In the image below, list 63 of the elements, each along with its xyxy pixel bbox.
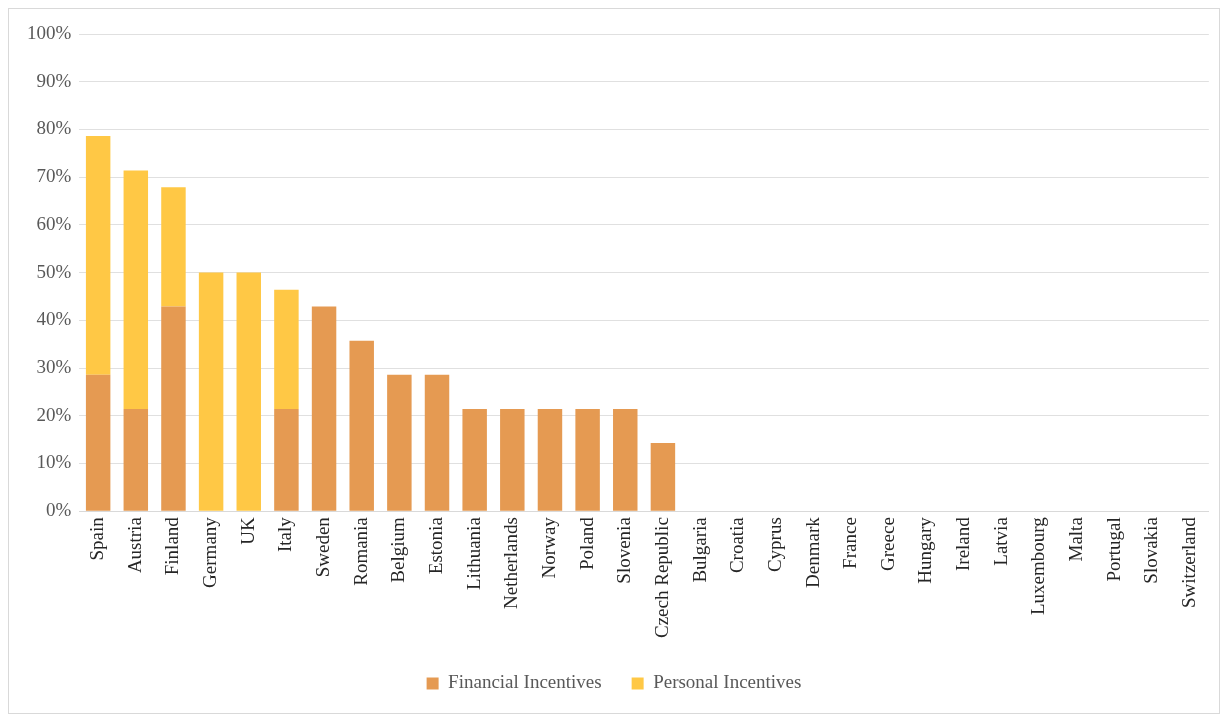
x-tick-label: Netherlands [500, 517, 522, 609]
y-tick-label: 60% [36, 212, 72, 234]
x-tick-label: Romania [349, 516, 371, 586]
x-tick-label: Cyprus [763, 517, 785, 573]
y-tick-label: 70% [36, 165, 72, 187]
x-tick-label: Denmark [801, 516, 823, 588]
x-tick-label: Greece [876, 517, 898, 571]
bar [575, 409, 600, 511]
legend-label: Personal Incentives [653, 671, 802, 693]
bar [236, 272, 261, 511]
x-tick-label: Germany [199, 516, 221, 588]
bar [123, 170, 149, 410]
bar [85, 136, 111, 375]
x-tick-label: Estonia [425, 516, 446, 575]
bar [85, 374, 111, 511]
x-tick-label: Czech Republic [650, 517, 672, 639]
x-tick-label: Croatia [726, 516, 748, 574]
bar [123, 409, 149, 511]
x-tick-label: Malta [1065, 516, 1087, 562]
legend-label: Financial Incentives [448, 671, 602, 693]
bar [462, 409, 487, 511]
bar [500, 409, 525, 511]
x-tick-label: Austria [123, 516, 145, 574]
bar [349, 340, 374, 511]
bar [613, 409, 638, 511]
bar [161, 306, 186, 511]
x-tick-label: Ireland [952, 516, 974, 571]
bar [650, 442, 676, 511]
y-tick-label: 0% [46, 499, 72, 521]
x-tick-label: Lithuania [462, 516, 484, 590]
bar [274, 289, 299, 410]
x-tick-label: Poland [575, 516, 597, 570]
y-tick-label: 20% [36, 403, 72, 425]
y-tick-label: 10% [36, 451, 72, 473]
y-tick-label: 90% [36, 69, 72, 91]
bar [311, 306, 337, 511]
bar [387, 374, 412, 511]
x-tick-label: Latvia [989, 516, 1011, 566]
x-tick-label: Luxembourg [1027, 516, 1049, 615]
y-tick-label: 30% [36, 356, 72, 378]
x-tick-label: Slovenia [613, 516, 635, 584]
x-tick-label: Spain [86, 516, 108, 561]
x-tick-label: Italy [274, 516, 296, 553]
y-tick-label: 100% [27, 21, 72, 43]
x-tick-label: Belgium [387, 516, 409, 583]
x-tick-label: Portugal [1102, 517, 1124, 582]
x-tick-label: Finland [161, 516, 183, 576]
bar [161, 187, 186, 307]
bar [198, 272, 224, 511]
x-tick-label: Norway [537, 516, 559, 579]
bar [424, 374, 450, 511]
x-tick-label: Bulgaria [688, 516, 710, 583]
x-tick-label: France [839, 517, 861, 569]
x-tick-label: UK [236, 516, 258, 545]
bar [274, 409, 299, 511]
x-tick-label: Hungary [914, 516, 936, 584]
y-tick-label: 80% [36, 117, 72, 139]
bar [537, 409, 563, 511]
y-tick-label: 50% [36, 260, 72, 282]
x-tick-label: Slovakia [1140, 516, 1162, 584]
x-tick-label: Switzerland [1178, 516, 1200, 608]
x-tick-label: Sweden [312, 516, 334, 578]
y-tick-label: 40% [36, 308, 72, 330]
